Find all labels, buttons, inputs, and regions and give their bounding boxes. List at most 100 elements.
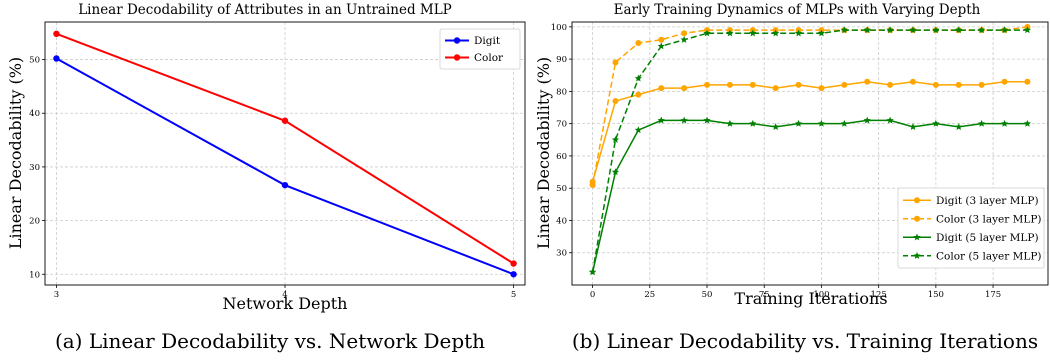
data-point [1023,26,1032,34]
data-point [1001,78,1008,85]
legend-marker [453,37,461,44]
data-point [53,30,60,38]
x-tick-label: 75 [759,290,770,300]
ticks: 3 4 5 10 20 30 40 50 [29,56,516,300]
chart-title: Early Training Dynamics of MLPs with Var… [614,2,981,18]
data-point [634,74,642,82]
y-tick-label: 80 [556,87,567,97]
data-point [978,119,986,127]
data-point [281,181,289,189]
legend-marker [913,233,921,241]
data-point [680,35,688,43]
data-point [749,119,757,127]
x-axis-label: Network Depth [223,294,348,313]
series-color-3-layer-mlp [589,23,1031,188]
chart-linear-decodability-vs-depth: Linear Decodability of Attributes in an … [6,2,526,353]
data-point [680,116,688,124]
data-point [611,135,620,143]
data-point [1000,26,1009,34]
data-point [863,116,871,124]
data-point [726,119,734,127]
data-point [772,85,779,92]
data-point [932,26,940,34]
x-axis-label: Training Iterations [734,289,887,308]
data-point [817,119,826,127]
data-point [887,81,894,88]
data-point [955,123,963,130]
data-point [794,29,803,37]
legend-label: Color (5 layer MLP) [936,250,1042,262]
data-point [589,181,596,188]
y-tick-label: 30 [556,249,567,259]
series-digit [53,55,517,278]
data-point [1024,78,1031,85]
x-tick-label: 3 [54,290,59,300]
data-point [978,26,986,34]
series-color-5-layer-mlp [588,26,1032,276]
data-point [611,168,620,176]
plot-frame [571,21,1049,286]
y-tick-label: 60 [556,152,567,162]
data-point [794,119,803,127]
y-tick-label: 40 [29,109,40,119]
x-tick-label: 5 [511,290,516,300]
legend-marker [914,215,920,222]
data-point [510,260,517,267]
data-point [749,29,757,37]
data-point [681,85,688,92]
series-line [55,57,514,276]
y-axis-label: Linear Decodability (%) [534,57,553,249]
ticks: 0 25 50 75 100 125 150 175 30 40 50 60 70 80 90 100 [551,23,1001,300]
chart-title: Linear Decodability of Attributes in an … [78,2,452,18]
data-point [909,26,917,34]
data-point [909,78,916,85]
data-point [658,85,665,92]
x-tick-label: 150 [928,290,944,300]
y-tick-label: 100 [551,23,567,33]
legend-label: Color [474,52,504,64]
legend: Digit Color [439,28,521,70]
y-tick-label: 90 [556,55,567,65]
x-tick-label: 175 [985,290,1001,300]
legend-marker [453,54,461,61]
data-point [932,119,940,127]
data-point [932,81,939,88]
data-point [955,81,962,88]
data-point [612,59,619,66]
data-point [841,81,848,88]
data-point [704,81,711,88]
y-tick-label: 10 [29,270,40,280]
y-axis-label: Linear Decodability (%) [6,57,25,249]
data-point [795,81,802,88]
data-point [658,36,665,43]
series-color [53,30,517,267]
data-point [612,98,619,105]
data-point [749,81,756,88]
y-tick-label: 50 [556,184,567,194]
y-tick-label: 30 [29,163,40,173]
data-point [635,91,642,98]
data-point [634,126,642,134]
series-line [591,29,1028,273]
legend-label: Digit (3 layer MLP) [936,195,1039,207]
data-point [1023,119,1032,127]
data-point [1000,119,1009,127]
data-point [703,29,711,37]
data-point [657,42,665,50]
legend: Digit (3 layer MLP) Color (3 layer MLP) Di… [897,187,1045,269]
data-point [886,116,894,124]
series-line [591,119,1028,273]
legend-label: Color (3 layer MLP) [936,213,1042,225]
x-tick-label: 4 [282,290,287,300]
legend-box [439,28,521,70]
x-tick-label: 100 [813,290,829,300]
data-point [772,29,780,37]
caption: (a) Linear Decodability vs. Network Dept… [55,329,485,353]
data-point [886,26,894,34]
x-tick-label: 0 [590,290,595,300]
legend-marker [913,251,921,259]
data-point [840,119,848,127]
series-digit-3-layer-mlp [589,78,1031,185]
data-point [864,78,871,85]
data-point [955,26,963,34]
